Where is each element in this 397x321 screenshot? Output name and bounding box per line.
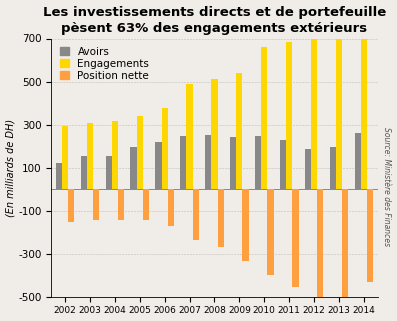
Bar xyxy=(168,189,174,226)
Bar xyxy=(143,189,149,220)
Bar xyxy=(286,42,292,189)
Bar xyxy=(280,140,286,189)
Bar xyxy=(292,189,299,287)
Bar xyxy=(81,156,87,189)
Bar xyxy=(87,124,93,189)
Bar xyxy=(211,79,218,189)
Bar xyxy=(162,108,168,189)
Bar xyxy=(243,189,249,261)
Bar xyxy=(56,163,62,189)
Bar xyxy=(367,189,373,282)
Bar xyxy=(361,39,367,189)
Bar xyxy=(68,189,75,222)
Bar xyxy=(112,121,118,189)
Bar xyxy=(336,39,342,189)
Bar xyxy=(137,116,143,189)
Bar xyxy=(193,189,199,240)
Text: Source: Ministère des Finances: Source: Ministère des Finances xyxy=(382,126,391,246)
Bar xyxy=(305,149,311,189)
Bar xyxy=(180,136,187,189)
Bar xyxy=(311,39,317,189)
Bar xyxy=(317,189,324,299)
Bar xyxy=(62,126,68,189)
Bar xyxy=(106,156,112,189)
Bar xyxy=(236,73,243,189)
Bar xyxy=(342,189,348,297)
Bar xyxy=(218,189,224,247)
Bar xyxy=(330,147,336,189)
Title: Les investissements directs et de portefeuille
pèsent 63% des engagements extéri: Les investissements directs et de portef… xyxy=(43,5,386,35)
Bar xyxy=(255,136,261,189)
Legend: Avoirs, Engagements, Position nette: Avoirs, Engagements, Position nette xyxy=(57,44,152,84)
Bar xyxy=(230,137,236,189)
Bar xyxy=(155,142,162,189)
Bar xyxy=(355,133,361,189)
Bar xyxy=(118,189,124,220)
Bar xyxy=(187,84,193,189)
Bar xyxy=(268,189,274,275)
Bar xyxy=(205,135,211,189)
Bar xyxy=(261,47,268,189)
Bar xyxy=(93,189,99,220)
Bar xyxy=(131,147,137,189)
Y-axis label: (En milliards de DH): (En milliards de DH) xyxy=(6,118,15,217)
